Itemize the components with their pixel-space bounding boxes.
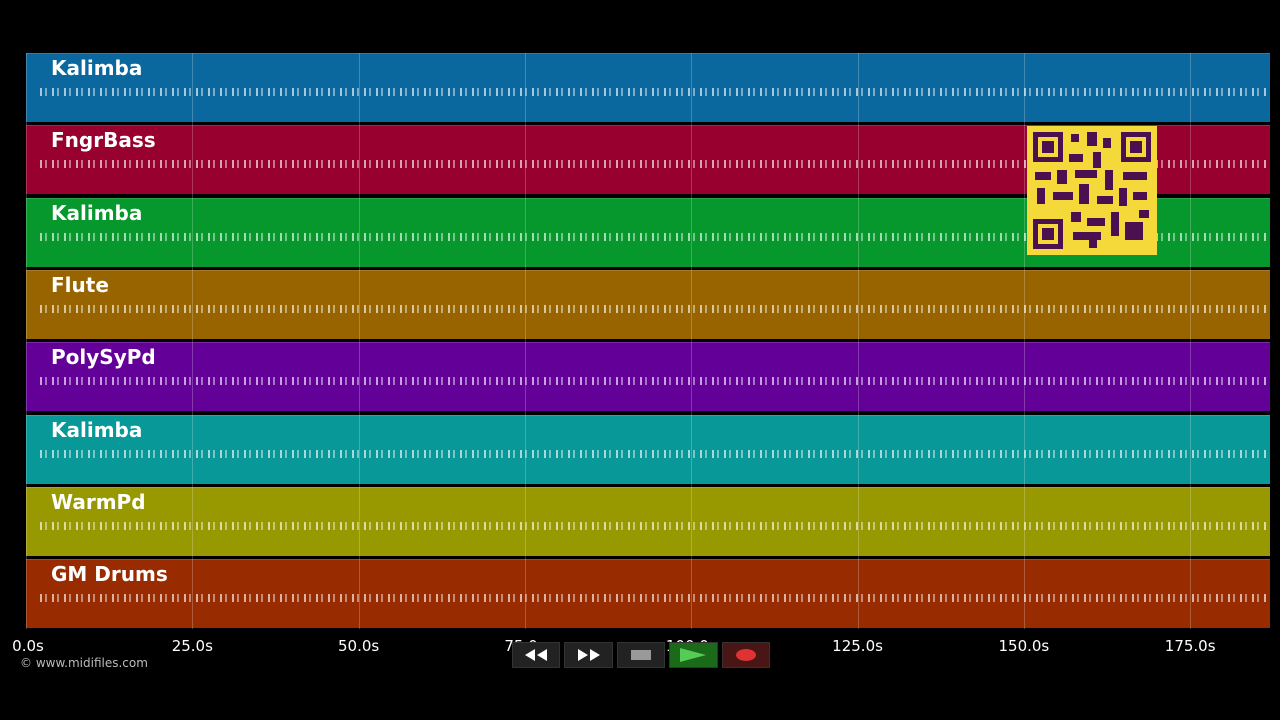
time-tick-label: 175.0s bbox=[1164, 637, 1216, 655]
track-lane: Flute bbox=[26, 269, 1270, 339]
track-name: Kalimba bbox=[51, 200, 143, 225]
note-pattern bbox=[40, 449, 1266, 458]
note-pattern bbox=[40, 594, 1266, 603]
copyright: © www.midifiles.com bbox=[20, 656, 148, 670]
track-name: Flute bbox=[51, 272, 109, 297]
grid-line bbox=[1023, 53, 1025, 629]
track-name: PolySyPd bbox=[51, 345, 156, 370]
track-lane: Kalimba bbox=[26, 53, 1270, 122]
track-lane: GM Drums bbox=[26, 559, 1270, 629]
grid-line bbox=[192, 53, 194, 629]
track-lane: PolySyPd bbox=[26, 342, 1270, 412]
time-tick-label: 0.0s bbox=[12, 637, 44, 655]
grid-line bbox=[691, 53, 693, 629]
track-name: FngrBass bbox=[51, 128, 156, 153]
fast-forward-button[interactable] bbox=[564, 642, 613, 668]
qr-code bbox=[1027, 126, 1157, 255]
grid-line bbox=[358, 53, 360, 629]
track-lane: Kalimba bbox=[26, 414, 1270, 484]
note-pattern bbox=[40, 160, 1266, 169]
time-tick-label: 50.0s bbox=[338, 637, 380, 655]
track-lane: WarmPd bbox=[26, 486, 1270, 556]
note-pattern bbox=[40, 521, 1266, 530]
time-tick-label: 125.0s bbox=[832, 637, 883, 655]
track-name: Kalimba bbox=[51, 417, 143, 442]
grid-line bbox=[857, 53, 859, 629]
note-pattern bbox=[40, 377, 1266, 386]
grid-line bbox=[1190, 53, 1192, 629]
rewind-button[interactable] bbox=[512, 642, 561, 668]
stop-button[interactable] bbox=[616, 642, 666, 668]
time-tick-label: 150.0s bbox=[998, 637, 1050, 655]
track-name: GM Drums bbox=[51, 562, 168, 587]
play-button[interactable] bbox=[669, 642, 718, 668]
record-button[interactable] bbox=[721, 642, 771, 668]
time-tick-label: 25.0s bbox=[171, 637, 213, 655]
track-name: Kalimba bbox=[51, 56, 143, 80]
note-pattern bbox=[40, 304, 1266, 313]
note-pattern bbox=[40, 232, 1266, 241]
grid-line bbox=[524, 53, 526, 629]
transport-controls bbox=[512, 642, 771, 668]
grid-line bbox=[26, 53, 27, 629]
note-pattern bbox=[40, 88, 1266, 96]
track-name: WarmPd bbox=[51, 489, 146, 514]
